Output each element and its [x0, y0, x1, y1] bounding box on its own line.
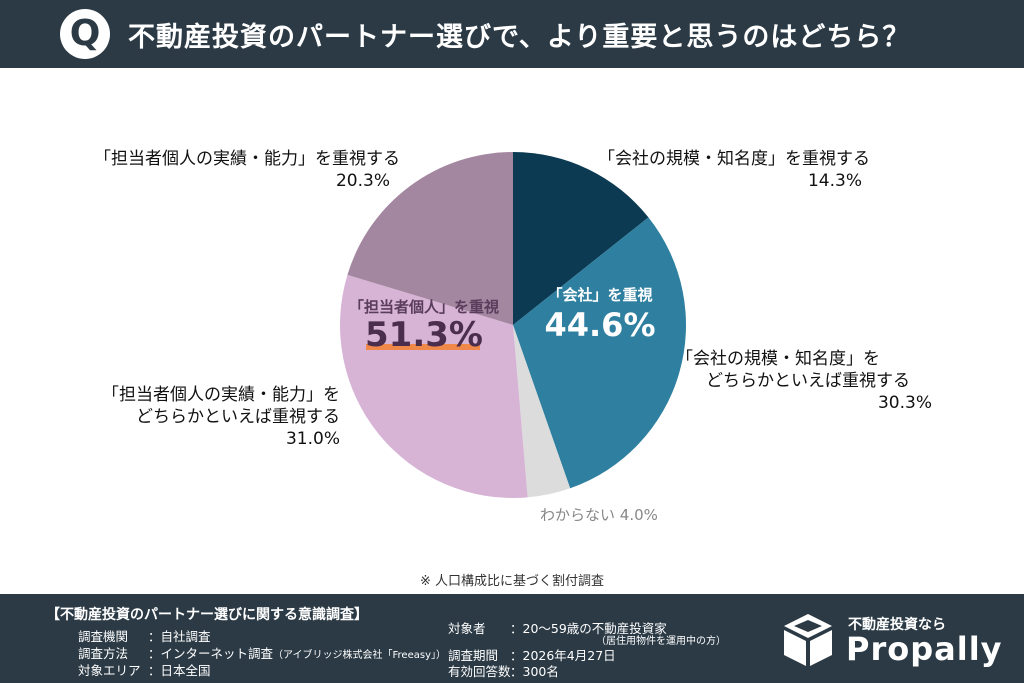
pie-slice-1 [513, 217, 686, 489]
slice-label-company-important: 「会社の規模・知名度」を重視する 14.3% [598, 149, 870, 191]
pie-slice-3 [340, 274, 528, 498]
pie-slice-0 [513, 152, 649, 325]
footer-row-target-sub: （居住用物件を運用中の方） [596, 636, 726, 647]
slice-label-unknown: わからない 4.0% [540, 506, 658, 524]
group-label-person: 「担当者個人」を重視 [349, 298, 499, 316]
slice-label-person-important: 「担当者個人の実績・能力」を重視する 20.3% [94, 149, 400, 191]
slice-label-person-somewhat: 「担当者個人の実績・能力」を どちらかといえば重視する 31.0% [102, 385, 340, 449]
group-value-person: 51.3% [365, 315, 483, 355]
footer-panel: 【不動産投資のパートナー選びに関する意識調査】 調査機関 ：自社調査 調査方法 ：イ… [0, 594, 1024, 683]
survey-note: ※ 人口構成比に基づく割付調査 [419, 574, 605, 589]
footer-row-area: 対象エリア ：日本全国 [78, 663, 211, 678]
cube-logo-icon [784, 614, 832, 666]
brand-name: Propally [846, 630, 1003, 668]
pie-slice-4 [347, 152, 513, 325]
brand-logo: 不動産投資なら Propally [778, 610, 1002, 670]
question-badge: Q [60, 9, 110, 59]
group-value-company: 44.6% [544, 306, 655, 344]
footer-row-method: 調査方法 ：インターネット調査（アイブリッジ株式会社「Freeasy」） [78, 646, 446, 661]
footer-row-target: 対象者 ：20〜59歳の不動産投資家 [448, 621, 667, 636]
question-title: 不動産投資のパートナー選びで、より重要と思うのはどちら？ [128, 21, 911, 53]
header-bar: Q 不動産投資のパートナー選びで、より重要と思うのはどちら？ [0, 0, 1024, 68]
group-value-underline [366, 344, 480, 350]
footer-row-period: 調査期間 ：2026年4月27日 [448, 648, 616, 663]
brand-tagline: 不動産投資なら [848, 617, 946, 633]
footer-row-responses: 有効回答数：300名 [448, 664, 559, 679]
footer-row-agency: 調査機関 ：自社調査 [78, 629, 211, 644]
slice-label-company-somewhat: 「会社の規模・知名度」を どちらかといえば重視する 30.3% [676, 349, 932, 413]
survey-title: 【不動産投資のパートナー選びに関する意識調査】 [46, 607, 368, 623]
group-label-company: 「会社」を重視 [547, 286, 652, 304]
pie-slice-2 [513, 325, 571, 498]
